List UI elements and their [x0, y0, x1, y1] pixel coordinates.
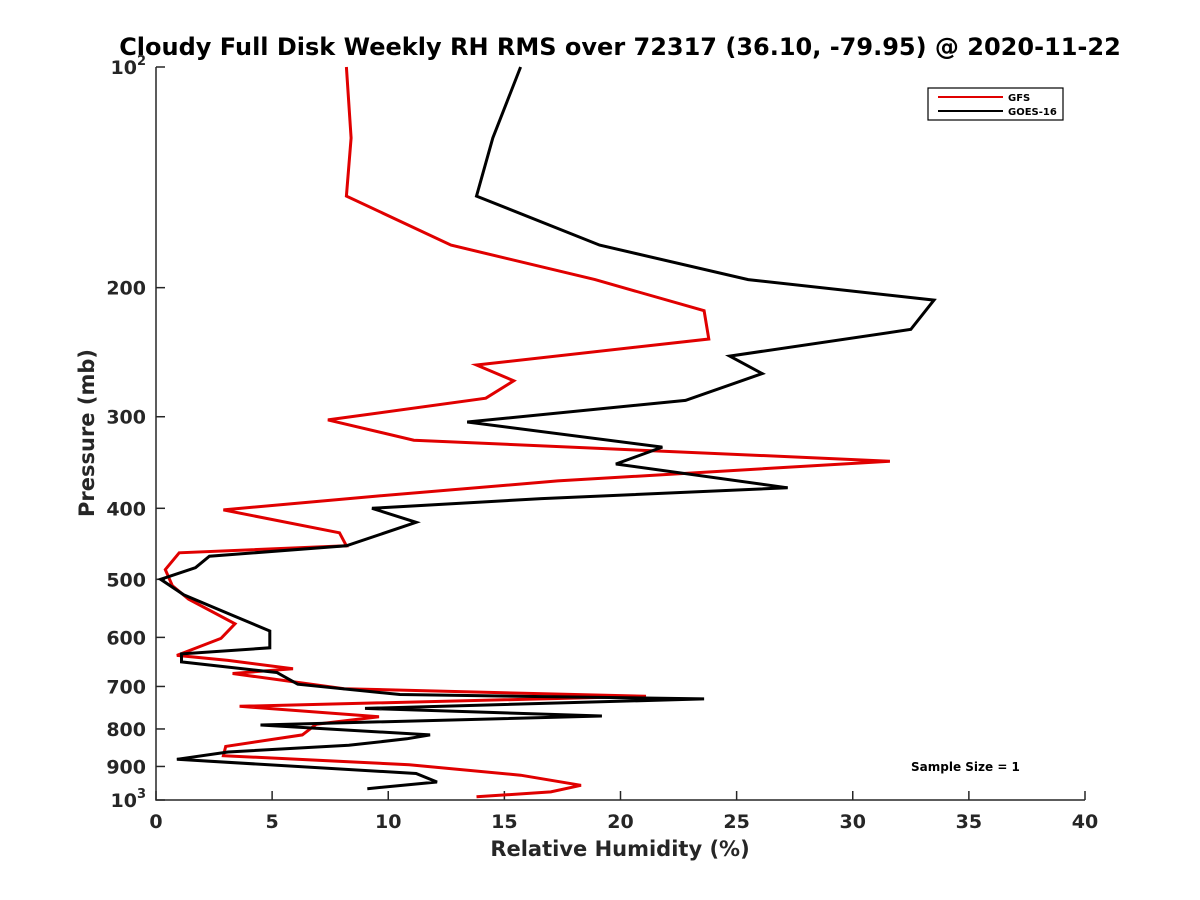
legend-label-goes-16: GOES-16: [1008, 107, 1057, 118]
y-tick-label: 200: [106, 278, 146, 300]
x-tick-label: 30: [840, 811, 866, 833]
y-tick-label: 700: [106, 676, 146, 698]
x-tick-label: 15: [491, 811, 517, 833]
y-tick-label: 900: [106, 756, 146, 778]
y-axis-ticks: 102 200 300 400 500 600 700 800 900 103: [106, 54, 165, 812]
x-axis-ticks: 0 5 10 15 20 25 30 35 40: [149, 791, 1098, 833]
x-tick-label: 35: [956, 811, 982, 833]
x-tick-label: 20: [607, 811, 633, 833]
x-tick-label: 25: [723, 811, 749, 833]
y-tick-label: 103: [111, 787, 147, 812]
y-tick-label: 400: [106, 498, 146, 520]
x-axis-label: Relative Humidity (%): [490, 837, 749, 861]
x-tick-label: 5: [266, 811, 279, 833]
series-line-gfs: [163, 66, 890, 799]
series-line-goes-16: [157, 66, 937, 791]
legend-box: [927, 87, 1064, 121]
x-tick-label: 40: [1072, 811, 1098, 833]
legend: GFS GOES-16: [927, 87, 1064, 121]
y-tick-label: 600: [106, 627, 146, 649]
y-tick-label: 300: [106, 407, 146, 429]
chart-title: Cloudy Full Disk Weekly RH RMS over 7231…: [119, 33, 1121, 61]
series-layer: [157, 66, 937, 799]
x-tick-label: 10: [375, 811, 401, 833]
axis-lines: [155, 67, 1085, 801]
x-tick-label: 0: [149, 811, 162, 833]
y-axis-label: Pressure (mb): [75, 349, 99, 517]
sample-size-annotation: Sample Size = 1: [911, 760, 1020, 774]
legend-label-gfs: GFS: [1008, 93, 1030, 104]
y-tick-label: 800: [106, 719, 146, 741]
plot-area: 0 5 10 15 20 25 30 35 40 102 200 300 400 500 600 700 80…: [106, 54, 1098, 833]
y-tick-label: 102: [111, 54, 147, 79]
y-tick-label: 500: [106, 569, 146, 591]
